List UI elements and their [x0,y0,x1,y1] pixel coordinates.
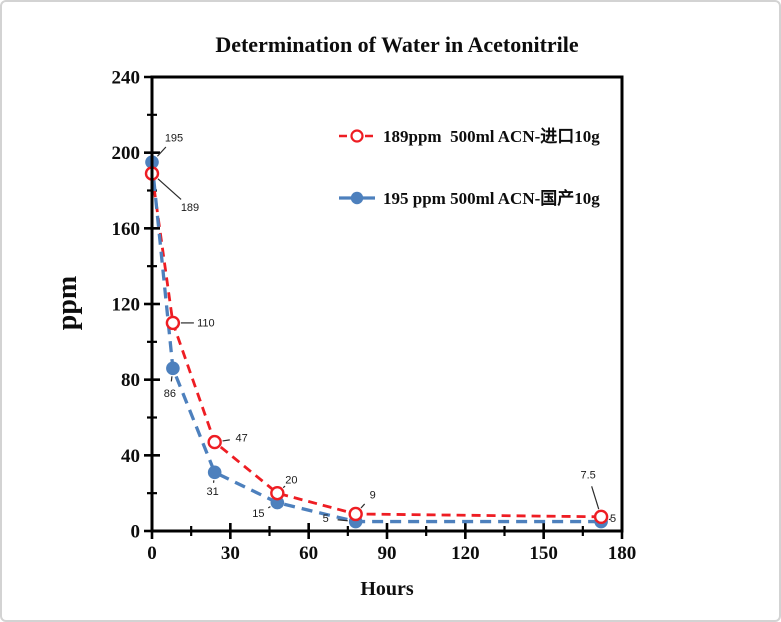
label-leader-line [360,503,366,509]
imported-acn-marker [207,434,222,450]
x-axis-tick-labels: 0 30 60 90 120 150 180 [147,543,636,564]
y-tick-label: 0 [131,522,141,543]
imported-acn-marker [270,485,285,501]
y-axis-title: ppm [52,276,83,330]
imported-acn-point-label: 189 [181,202,199,214]
domestic-acn-marker [166,361,180,376]
imported-acn-point-label: 47 [236,433,248,445]
imported-acn-line [150,173,602,519]
plot-border [150,75,624,533]
x-tick-label: 90 [378,543,397,564]
domestic-acn-point-label: 15 [252,508,264,520]
domestic-acn-point-label: 195 [165,133,183,145]
legend-marker-domestic-acn [350,191,364,205]
domestic-acn-marker [207,465,222,480]
legend-marker-imported-acn [350,129,364,143]
x-tick-label: 120 [451,543,480,564]
label-leader-line [222,439,230,442]
domestic-acn-point-label: 86 [164,388,176,400]
x-tick-label: 60 [299,543,318,564]
legend-item-domestic-acn: 195 ppm 500ml ACN-国产10g [339,188,600,208]
imported-acn-point-label: 110 [197,317,215,329]
x-axis-title: Hours [360,578,414,600]
imported-acn-marker [165,315,181,331]
legend: 189ppm 500ml ACN-进口10g 195 ppm 500ml ACN-… [339,127,600,208]
label-leader-line [156,146,167,157]
label-leader-line [267,506,271,509]
legend-label-domestic-acn: 195 ppm 500ml ACN-国产10g [383,188,600,208]
x-tick-label: 150 [529,543,558,564]
label-leader-line [157,178,182,200]
series-markers [144,155,609,529]
y-tick-label: 80 [121,370,140,391]
y-tick-label: 40 [121,446,140,467]
y-tick-label: 120 [112,295,141,316]
label-leader-line [282,485,286,489]
domestic-acn-point-label: 31 [207,486,219,498]
y-tick-label: 160 [112,219,141,240]
legend-label-imported-acn: 189ppm 500ml ACN-进口10g [383,127,600,146]
imported-acn-marker [348,506,363,522]
imported-acn-marker [593,509,609,525]
legend-item-imported-acn: 189ppm 500ml ACN-进口10g [339,127,600,146]
x-tick-label: 180 [608,543,637,564]
y-tick-label: 240 [112,68,141,89]
domestic-acn-line [150,161,602,524]
x-tick-label: 0 [147,543,157,564]
series-lines [150,161,602,524]
imported-acn-point-label: 20 [285,475,297,487]
label-leader-line [591,486,600,510]
label-leader-line [170,376,173,382]
imported-acn-point-label: 7.5 [580,469,595,481]
label-leader-line [337,519,348,522]
y-axis-tick-labels: 0 40 80 120 160 200 240 [112,68,141,543]
y-tick-label: 200 [112,143,141,164]
x-tick-label: 30 [221,543,240,564]
domestic-acn-point-label: 5 [610,513,616,525]
label-leader-line [608,518,612,521]
domestic-acn-point-label: 5 [323,513,329,525]
chart-title: Determination of Water in Acetonitrile [215,32,579,57]
data-point-labels: 189 110 47 20 9 7.5 195 86 31 15 5 5 [156,133,616,525]
imported-acn-point-label: 9 [370,489,376,501]
